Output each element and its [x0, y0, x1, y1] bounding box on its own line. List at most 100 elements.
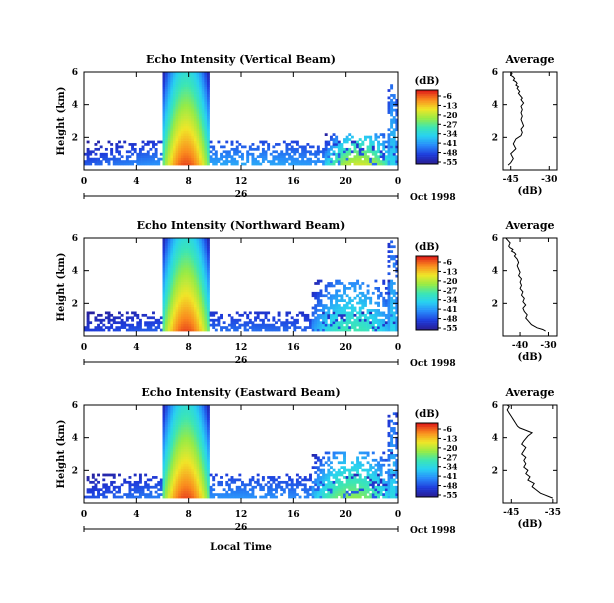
- heatmap-cell: [316, 466, 320, 469]
- heatmap-cell: [149, 140, 153, 144]
- heatmap-cell: [361, 321, 365, 325]
- heatmap-cell: [188, 468, 192, 472]
- heatmap-cell: [337, 147, 341, 151]
- heatmap-cell: [377, 296, 380, 300]
- heatmap-cell: [172, 157, 176, 161]
- heatmap-cell: [212, 326, 216, 329]
- heatmap-cell: [178, 76, 182, 80]
- heatmap-cell: [86, 478, 90, 482]
- heatmap-cell: [172, 267, 176, 271]
- heatmap-cell: [384, 155, 388, 159]
- heatmap-cell: [363, 478, 367, 482]
- heatmap-cell: [306, 150, 310, 154]
- heatmap-cell: [191, 152, 195, 156]
- heatmap-cell: [165, 101, 169, 105]
- heatmap-cell: [167, 160, 171, 163]
- heatmap-cell: [254, 328, 257, 332]
- heatmap-cell: [340, 488, 344, 492]
- heatmap-cell: [162, 434, 166, 438]
- heatmap-cell: [167, 287, 171, 290]
- heatmap-cell: [285, 313, 289, 317]
- heatmap-cell: [196, 326, 200, 329]
- colorbar-segment: [416, 283, 438, 286]
- heatmap-cell: [214, 155, 218, 159]
- heatmap-cell: [206, 138, 210, 141]
- heatmap-cell: [280, 155, 284, 159]
- heatmap-cell: [178, 108, 182, 112]
- heatmap-cell: [191, 480, 195, 484]
- heatmap-cell: [225, 480, 229, 484]
- heatmap-cell: [191, 291, 195, 295]
- heatmap-cell: [348, 471, 352, 474]
- colorbar-segment: [416, 305, 438, 309]
- heatmap-cell: [199, 419, 203, 423]
- heatmap-cell: [172, 436, 176, 440]
- heatmap-cell: [97, 313, 100, 317]
- heatmap-cell: [201, 238, 205, 241]
- heatmap-cell: [371, 160, 375, 163]
- heatmap-cell: [290, 155, 294, 159]
- heatmap-cell: [337, 328, 341, 332]
- heatmap-cell: [382, 488, 386, 492]
- heatmap-cell: [225, 473, 229, 477]
- heatmap-cell: [285, 323, 289, 327]
- heatmap-cell: [206, 316, 210, 320]
- heatmap-cell: [188, 155, 192, 159]
- heatmap-cell: [172, 301, 176, 305]
- heatmap-cell: [199, 326, 203, 329]
- heatmap-cell: [167, 441, 171, 445]
- heatmap-cell: [191, 108, 195, 112]
- heatmap-cell: [340, 323, 344, 327]
- x-tick-label: 8: [186, 510, 192, 520]
- heatmap-cell: [314, 456, 318, 460]
- heatmap-cell: [183, 405, 187, 408]
- heatmap-cell: [186, 463, 189, 467]
- heatmap-cell: [356, 282, 360, 285]
- heatmap-cell: [167, 279, 171, 283]
- heatmap-cell: [204, 264, 208, 268]
- heatmap-cell: [102, 483, 106, 487]
- heatmap-cell: [235, 490, 239, 494]
- heatmap-cell: [191, 434, 195, 438]
- heatmap-cell: [107, 485, 111, 489]
- heatmap-cell: [314, 478, 318, 482]
- heatmap-cell: [335, 299, 339, 302]
- colorbar-segment: [416, 280, 438, 283]
- heatmap-cell: [191, 138, 195, 141]
- y-tick-label: 6: [72, 68, 78, 78]
- colorbar-segment: [416, 447, 438, 450]
- heatmap-cell: [128, 480, 132, 484]
- heatmap-cell: [371, 152, 375, 156]
- heatmap-cell: [167, 145, 171, 149]
- heatmap-cell: [316, 309, 320, 312]
- heatmap-cell: [183, 429, 187, 433]
- heatmap-cell: [186, 434, 189, 438]
- heatmap-cell: [165, 451, 169, 455]
- heatmap-cell: [199, 436, 203, 440]
- heatmap-cell: [332, 476, 336, 479]
- heatmap-cell: [206, 463, 210, 467]
- heatmap-cell: [295, 480, 299, 484]
- heatmap-cell: [167, 245, 171, 249]
- heatmap-cell: [272, 150, 276, 154]
- heatmap-cell: [267, 311, 271, 315]
- heatmap-cell: [337, 451, 341, 455]
- heatmap-cell: [193, 252, 197, 256]
- heatmap-cell: [165, 125, 169, 129]
- heatmap-cell: [382, 451, 386, 455]
- heatmap-cell: [199, 488, 203, 492]
- heatmap-cell: [343, 471, 346, 474]
- colorbar-frame-1: [415, 255, 439, 331]
- heatmap-cell: [193, 296, 197, 300]
- heatmap-cell: [193, 147, 197, 151]
- heatmap-cell: [118, 488, 121, 492]
- heatmap-cell: [345, 138, 349, 141]
- heatmap-cell: [204, 463, 208, 467]
- colorbar-tick-label: -48: [443, 481, 458, 491]
- heatmap-cell: [371, 323, 375, 327]
- heatmap-cell: [186, 272, 189, 276]
- heatmap-cell: [170, 267, 174, 271]
- heatmap-cell: [206, 434, 210, 438]
- heatmap-cell: [316, 279, 320, 283]
- heatmap-cell: [332, 162, 336, 166]
